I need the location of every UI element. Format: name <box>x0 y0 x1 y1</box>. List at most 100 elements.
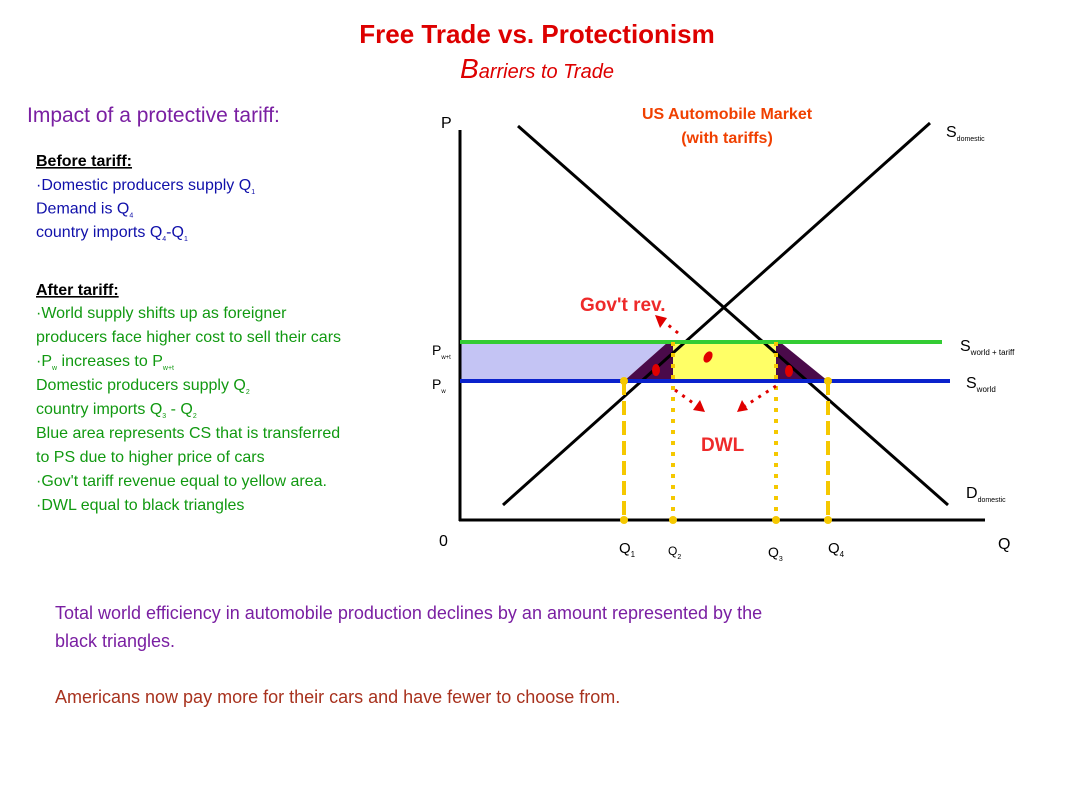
before-line: Demand is Q4 <box>36 201 133 220</box>
text-part: S <box>946 124 957 141</box>
subscript: world <box>976 385 996 394</box>
subscript: w+t <box>440 355 451 361</box>
subscript: domestic <box>957 136 986 143</box>
text-part: Domestic producers supply Q <box>36 377 246 394</box>
before-heading: Before tariff: <box>36 153 132 170</box>
gov-rev-label: Gov't rev. <box>580 295 665 316</box>
dot <box>772 516 780 524</box>
after-line: ·DWL equal to black triangles <box>36 497 244 514</box>
y-axis-label: P <box>441 115 452 132</box>
guide-dots <box>620 377 832 524</box>
dwl-label: DWL <box>701 435 745 456</box>
text-part: S <box>966 375 977 392</box>
text-part: - Q <box>166 401 193 418</box>
marker <box>785 365 793 377</box>
subscript: domestic <box>978 497 1007 504</box>
after-line: Domestic producers supply Q2 <box>36 377 250 396</box>
footer-text: black triangles. <box>55 631 175 651</box>
subscript: 4 <box>129 213 133 220</box>
text-part: P <box>432 376 441 392</box>
text-part: Q <box>619 540 631 557</box>
subscript: 1 <box>251 189 255 196</box>
diagram-title: (with tariffs) <box>681 130 773 147</box>
arrow <box>741 384 777 410</box>
text-part: increases to P <box>57 353 163 370</box>
subtitle: Barriers to Trade <box>460 53 614 84</box>
curve-label: Pw <box>432 376 446 395</box>
after-heading: After tariff: <box>36 282 119 299</box>
curve-label: Q1 <box>619 540 636 559</box>
after-line: to PS due to higher price of cars <box>36 449 265 466</box>
subscript: 2 <box>193 413 197 420</box>
subscript: 4 <box>162 236 166 243</box>
curve-label: Pw+t <box>432 342 451 361</box>
curve-label: Q4 <box>828 540 845 559</box>
marker <box>652 364 660 376</box>
subscript: 3 <box>162 413 166 420</box>
subscript: 2 <box>677 554 681 561</box>
curve-label: Sdomestic <box>946 124 985 143</box>
cs-transfer-area <box>460 342 668 381</box>
dot <box>824 516 832 524</box>
arrow-head <box>655 315 667 328</box>
before-line: country imports Q4-Q1 <box>36 224 188 243</box>
text-part: -Q <box>166 224 184 241</box>
curve-label: Ddomestic <box>966 485 1006 504</box>
dot <box>824 377 832 385</box>
quantity-guides <box>622 342 830 520</box>
text-part: Q <box>668 544 677 558</box>
subtitle-part: B <box>460 53 479 84</box>
supply-domestic <box>501 121 932 507</box>
subscript: w+t <box>162 365 174 372</box>
impact-heading: Impact of a protective tariff: <box>27 104 280 127</box>
text-part: ·World supply shifts up as foreigner <box>36 305 287 322</box>
demand-domestic <box>517 124 949 507</box>
red-markers <box>652 351 793 377</box>
subscript: 4 <box>840 550 845 559</box>
after-line: Blue area represents CS that is transfer… <box>36 425 340 442</box>
footer-text: Americans now pay more for their cars an… <box>55 687 620 707</box>
diagram-title: US Automobile Market <box>642 106 813 123</box>
subtitle-part: arriers to Trade <box>479 61 614 83</box>
dot <box>669 516 677 524</box>
footer-text: Total world efficiency in automobile pro… <box>55 603 762 623</box>
arrow <box>661 318 679 335</box>
marker <box>703 351 713 363</box>
text-part: Q <box>768 544 779 560</box>
text-part: ·Domestic producers supply Q <box>36 177 251 194</box>
text-part: ·P <box>36 353 52 370</box>
text-part: Demand is Q <box>36 201 129 218</box>
text-part: Blue area represents CS that is transfer… <box>36 425 340 442</box>
after-line: country imports Q3 - Q2 <box>36 401 197 420</box>
curve-label: Sworld <box>966 375 996 394</box>
dot <box>620 377 628 385</box>
curve-label: Q2 <box>668 544 681 561</box>
red-arrows <box>661 318 777 410</box>
after-line: ·Gov't tariff revenue equal to yellow ar… <box>36 473 327 490</box>
subscript: 1 <box>631 550 636 559</box>
title: Free Trade vs. Protectionism <box>359 19 714 49</box>
arrow-head <box>693 400 705 412</box>
subscript: 2 <box>246 389 250 396</box>
x-axis-label: Q <box>998 536 1010 553</box>
dot <box>620 516 628 524</box>
subscript: w <box>51 365 58 372</box>
text-part: producers face higher cost to sell their… <box>36 329 341 346</box>
text-part: to PS due to higher price of cars <box>36 449 265 466</box>
before-line: ·Domestic producers supply Q1 <box>36 177 255 196</box>
subscript: 3 <box>779 556 783 563</box>
after-line: ·Pw increases to Pw+t <box>36 353 174 372</box>
origin-label: 0 <box>439 533 448 550</box>
arrow-heads <box>655 315 748 412</box>
text-part: country imports Q <box>36 401 162 418</box>
tariff-revenue-area <box>673 342 776 381</box>
curve-label: Q3 <box>768 544 783 563</box>
text-part: Q <box>828 540 840 557</box>
subscript: 1 <box>184 236 188 243</box>
text-part: ·Gov't tariff revenue equal to yellow ar… <box>36 473 327 490</box>
arrow <box>674 388 701 410</box>
dwl-triangle <box>624 342 673 381</box>
after-line: ·World supply shifts up as foreigner <box>36 305 287 322</box>
